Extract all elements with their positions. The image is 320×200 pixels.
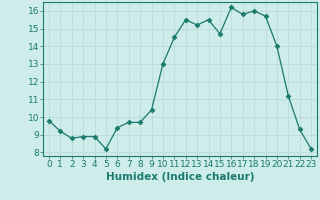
X-axis label: Humidex (Indice chaleur): Humidex (Indice chaleur) <box>106 172 254 182</box>
